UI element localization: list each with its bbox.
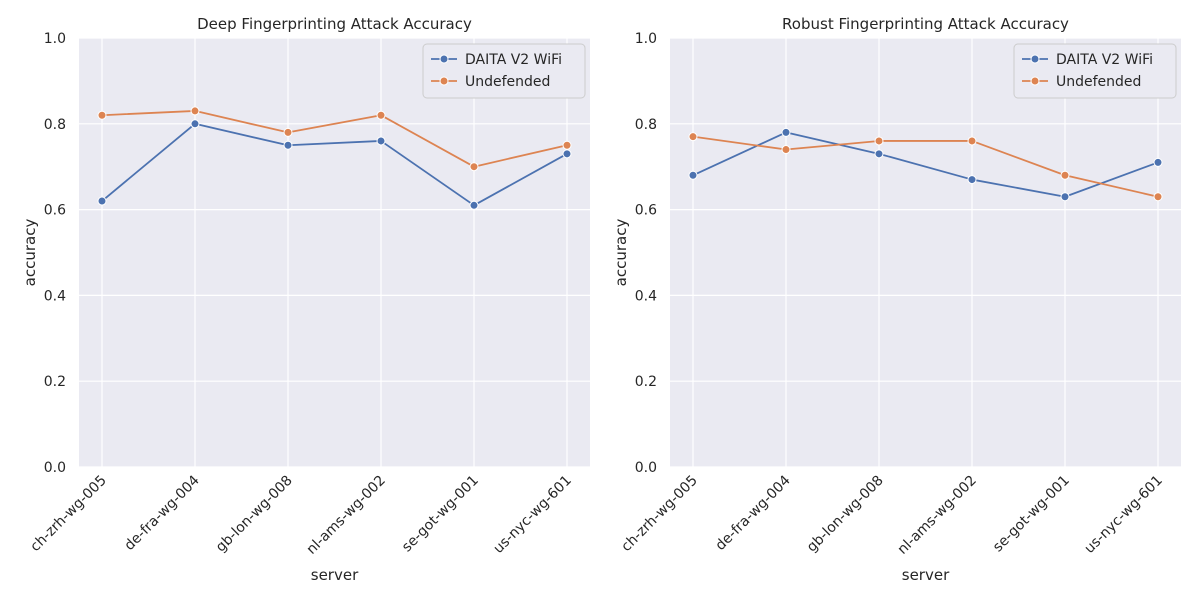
legend-label: DAITA V2 WiFi [1056,52,1153,68]
legend-box [1013,43,1177,99]
y-tick-label: 0.0 [635,460,657,476]
data-point [781,127,791,137]
legend-swatch-marker [439,76,449,86]
legend-label: DAITA V2 WiFi [465,52,562,68]
series-line-2 [101,110,568,168]
x-axis-label: server [902,566,950,584]
data-point [562,149,572,159]
data-point [688,132,698,142]
data-point [1153,157,1163,167]
y-tick-label: 0.6 [635,203,657,219]
y-axis-label: accuracy [21,219,39,287]
y-tick-label: 0.6 [44,203,66,219]
data-point [283,127,293,137]
y-tick-label: 0.0 [44,460,66,476]
data-point [967,136,977,146]
y-axis-label: accuracy [612,219,630,287]
data-point [469,200,479,210]
plot-area [670,38,1181,467]
data-point [1060,170,1070,180]
data-point [190,119,200,129]
data-point [97,110,107,120]
y-tick-label: 0.2 [635,374,657,390]
y-tick-label: 0.4 [44,288,66,304]
plot-area [79,38,590,467]
y-tick-label: 1.0 [44,31,66,47]
data-point [283,140,293,150]
data-point [1153,192,1163,202]
y-tick-label: 0.4 [635,288,657,304]
series-line-1 [101,122,568,207]
chart-title: Deep Fingerprinting Attack Accuracy [197,15,472,33]
y-tick-label: 1.0 [635,31,657,47]
x-axis-label: server [311,566,359,584]
legend: DAITA V2 WiFi Undefended [422,43,586,99]
data-point [469,162,479,172]
data-point [688,170,698,180]
data-point [781,145,791,155]
data-point [376,110,386,120]
data-point [874,149,884,159]
legend-swatch-marker [1030,76,1040,86]
data-point [874,136,884,146]
y-tick-label: 0.8 [635,117,657,133]
legend-box [422,43,586,99]
series-line-1 [692,131,1159,198]
legend: DAITA V2 WiFi Undefended [1013,43,1177,99]
legend-label: Undefended [465,74,550,90]
series-line-2 [692,135,1159,198]
chart-title: Robust Fingerprinting Attack Accuracy [782,15,1069,33]
data-point [1060,192,1070,202]
data-point [967,175,977,185]
data-point [376,136,386,146]
y-tick-label: 0.2 [44,374,66,390]
legend-swatch-marker [1030,54,1040,64]
data-point [562,140,572,150]
legend-label: Undefended [1056,74,1141,90]
y-tick-label: 0.8 [44,117,66,133]
data-point [190,106,200,116]
legend-swatch-marker [439,54,449,64]
data-point [97,196,107,206]
